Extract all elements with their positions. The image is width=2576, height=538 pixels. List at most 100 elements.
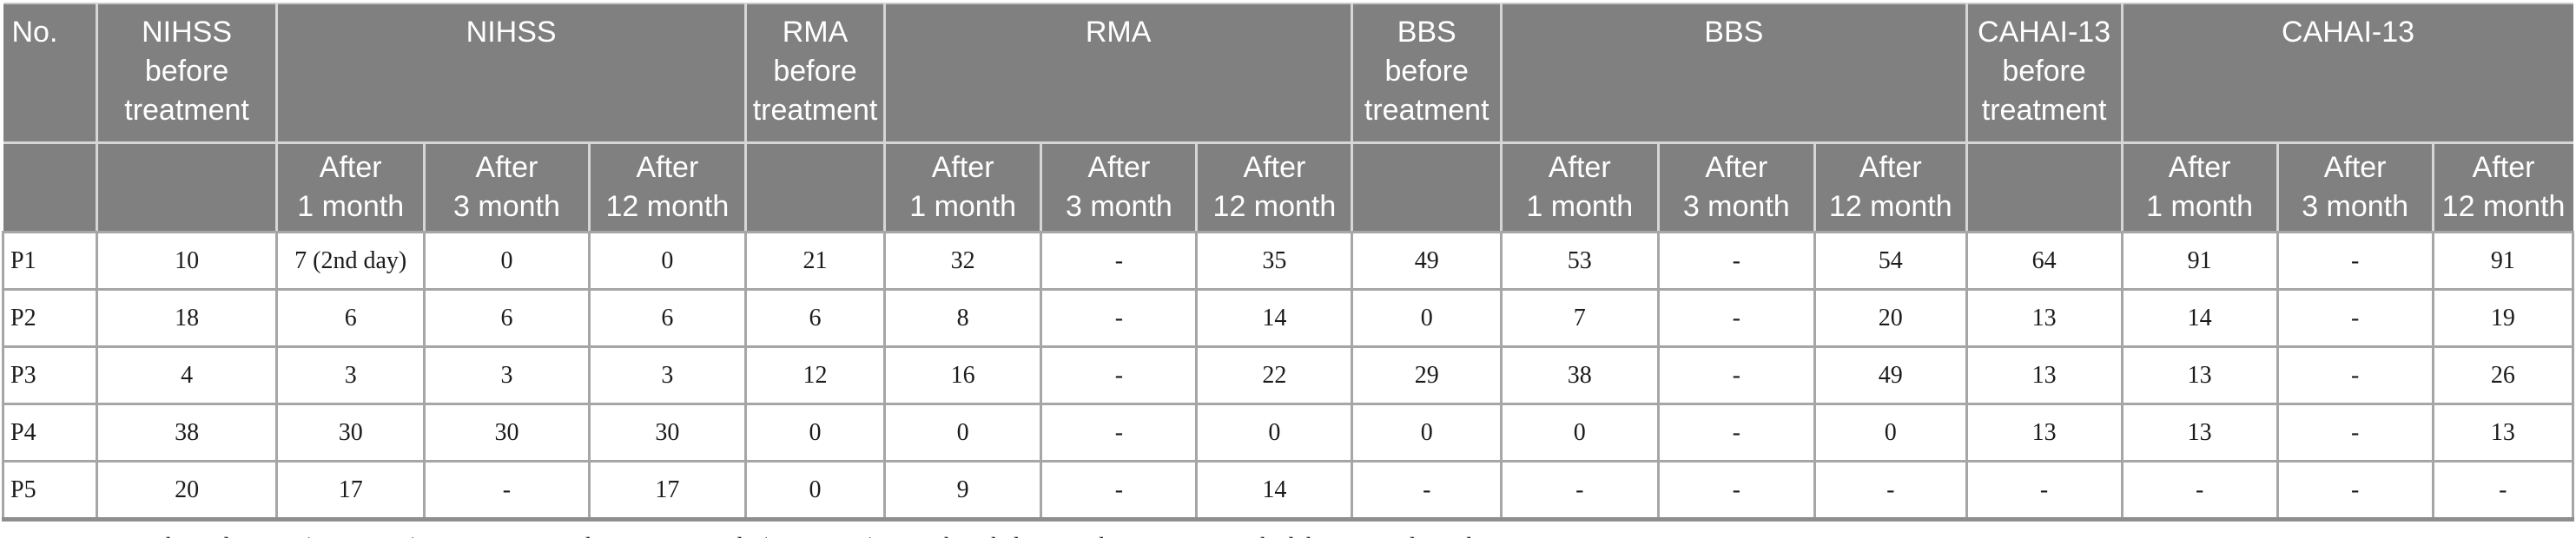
- footnote-p-symbol: p: [310, 533, 322, 538]
- table-cell: 7: [1500, 288, 1660, 348]
- table-cell: 21: [744, 231, 886, 291]
- table-cell: 13: [2431, 403, 2575, 463]
- table-cell: 14: [2120, 288, 2279, 348]
- header-no: No.: [3, 3, 98, 144]
- footnote-text: = 0.0234). BBS, berg balance scale. CAHA…: [779, 533, 1558, 538]
- table-cell: -: [1656, 288, 1817, 348]
- table-cell: -: [1656, 231, 1817, 291]
- table-cell: 49: [1813, 345, 1968, 405]
- table-cell: 20: [95, 460, 279, 521]
- table-cell: 0: [1195, 403, 1354, 463]
- table-cell: -: [1040, 288, 1199, 348]
- table-cell: 16: [882, 345, 1043, 405]
- table-cell: 32: [882, 231, 1043, 291]
- table-cell: 29: [1351, 345, 1503, 405]
- table-cell: -: [1656, 460, 1817, 521]
- subheader-empty-cahai-before: [1965, 142, 2124, 233]
- table-cell: 6: [423, 288, 591, 348]
- header-cahai-before-treatment: CAHAI-13 before treatment: [1965, 3, 2124, 144]
- table-footnote: NIHSS, NIH stroke scale/score (p = 0.031…: [3, 533, 2576, 538]
- subheader-bbs-after-1-month: After 1 month: [1500, 142, 1660, 233]
- table-cell: 10: [95, 231, 279, 291]
- header-group-rma: RMA: [882, 3, 1354, 144]
- table-cell: -: [2120, 460, 2279, 521]
- subheader-empty-bbs-before: [1351, 142, 1503, 233]
- table-cell: 13: [1965, 403, 2124, 463]
- table-cell: 30: [587, 403, 748, 463]
- subheader-rma-after-3-month: After 3 month: [1040, 142, 1199, 233]
- table-cell: -: [1656, 403, 1817, 463]
- header-row-groups: No. NIHSS before treatment NIHSS RMA bef…: [3, 3, 2573, 144]
- table-cell: 0: [423, 231, 591, 291]
- patient-id: P3: [2, 345, 98, 405]
- table-cell: -: [1965, 460, 2124, 521]
- table-cell: 53: [1500, 231, 1660, 291]
- table-cell: 6: [744, 288, 886, 348]
- table-cell: 91: [2431, 231, 2575, 291]
- table-cell: -: [1500, 460, 1660, 521]
- table-cell: -: [2275, 460, 2434, 521]
- table-cell: 38: [95, 403, 279, 463]
- header-group-nihss: NIHSS: [275, 3, 748, 144]
- header-group-bbs: BBS: [1500, 3, 1968, 144]
- table-cell: 13: [1965, 345, 2124, 405]
- subheader-bbs-after-3-month: After 3 month: [1656, 142, 1817, 233]
- header-group-cahai: CAHAI-13: [2120, 3, 2573, 144]
- table-cell: 9: [882, 460, 1043, 521]
- table-cell: 17: [587, 460, 748, 521]
- table-cell: 3: [423, 345, 591, 405]
- table-cell: 14: [1195, 460, 1354, 521]
- table-row-p3: P3 4 3 3 3 12 16 - 22 29 38 - 49 13 13 -…: [2, 345, 2575, 405]
- subheader-rma-after-1-month: After 1 month: [882, 142, 1043, 233]
- table-cell: 3: [275, 345, 426, 405]
- table-cell: -: [2275, 288, 2434, 348]
- table-cell: 20: [1813, 288, 1968, 348]
- table-cell: 14: [1195, 288, 1354, 348]
- patient-id: P2: [2, 288, 98, 348]
- table-cell: 18: [95, 288, 279, 348]
- subheader-nihss-after-12-month: After 12 month: [587, 142, 748, 233]
- table-cell: 30: [275, 403, 426, 463]
- subheader-empty-nihss-before: [95, 142, 279, 233]
- table-cell: 0: [1351, 403, 1503, 463]
- footnote-text: = 0.0310). RMA, rivermead assessment sca…: [322, 533, 767, 538]
- table-cell: 19: [2431, 288, 2575, 348]
- table-cell: 12: [744, 345, 886, 405]
- table-cell: 17: [275, 460, 426, 521]
- table-cell: 30: [423, 403, 591, 463]
- table-cell: 3: [587, 345, 748, 405]
- table-cell: 54: [1813, 231, 1968, 291]
- patient-id: P1: [2, 231, 98, 291]
- table-cell: 26: [2431, 345, 2575, 405]
- table-cell: 7 (2nd day): [275, 231, 426, 291]
- table-cell: 13: [2120, 403, 2279, 463]
- subheader-cahai-after-1-month: After 1 month: [2120, 142, 2279, 233]
- table-cell: 0: [1813, 403, 1968, 463]
- table-cell: 8: [882, 288, 1043, 348]
- table-cell: 0: [882, 403, 1043, 463]
- table-cell: 64: [1965, 231, 2124, 291]
- subheader-rma-after-12-month: After 12 month: [1195, 142, 1354, 233]
- subheader-nihss-after-1-month: After 1 month: [275, 142, 426, 233]
- footnote-p-symbol: p: [768, 533, 780, 538]
- header-nihss-before-treatment: NIHSS before treatment: [95, 3, 279, 144]
- subheader-empty-rma-before: [744, 142, 886, 233]
- outcomes-table: No. NIHSS before treatment NIHSS RMA bef…: [2, 3, 2575, 522]
- table-cell: 4: [95, 345, 279, 405]
- table-cell: 13: [2120, 345, 2279, 405]
- table-cell: 38: [1500, 345, 1660, 405]
- table-cell: 35: [1195, 231, 1354, 291]
- table-cell: 6: [275, 288, 426, 348]
- patient-id: P5: [2, 460, 98, 521]
- table-cell: 0: [1500, 403, 1660, 463]
- table-row-p5: P5 20 17 - 17 0 9 - 14 - - - - - - - -: [2, 460, 2575, 521]
- header-rma-before-treatment: RMA before treatment: [744, 3, 886, 144]
- table-cell: 6: [587, 288, 748, 348]
- table-cell: -: [1656, 345, 1817, 405]
- table-cell: -: [2275, 403, 2434, 463]
- footnote-text: NIHSS, NIH stroke scale/score (: [3, 533, 310, 538]
- table-cell: -: [1040, 460, 1199, 521]
- table-cell: -: [1040, 403, 1199, 463]
- table-cell: -: [1351, 460, 1503, 521]
- table-cell: -: [1040, 231, 1199, 291]
